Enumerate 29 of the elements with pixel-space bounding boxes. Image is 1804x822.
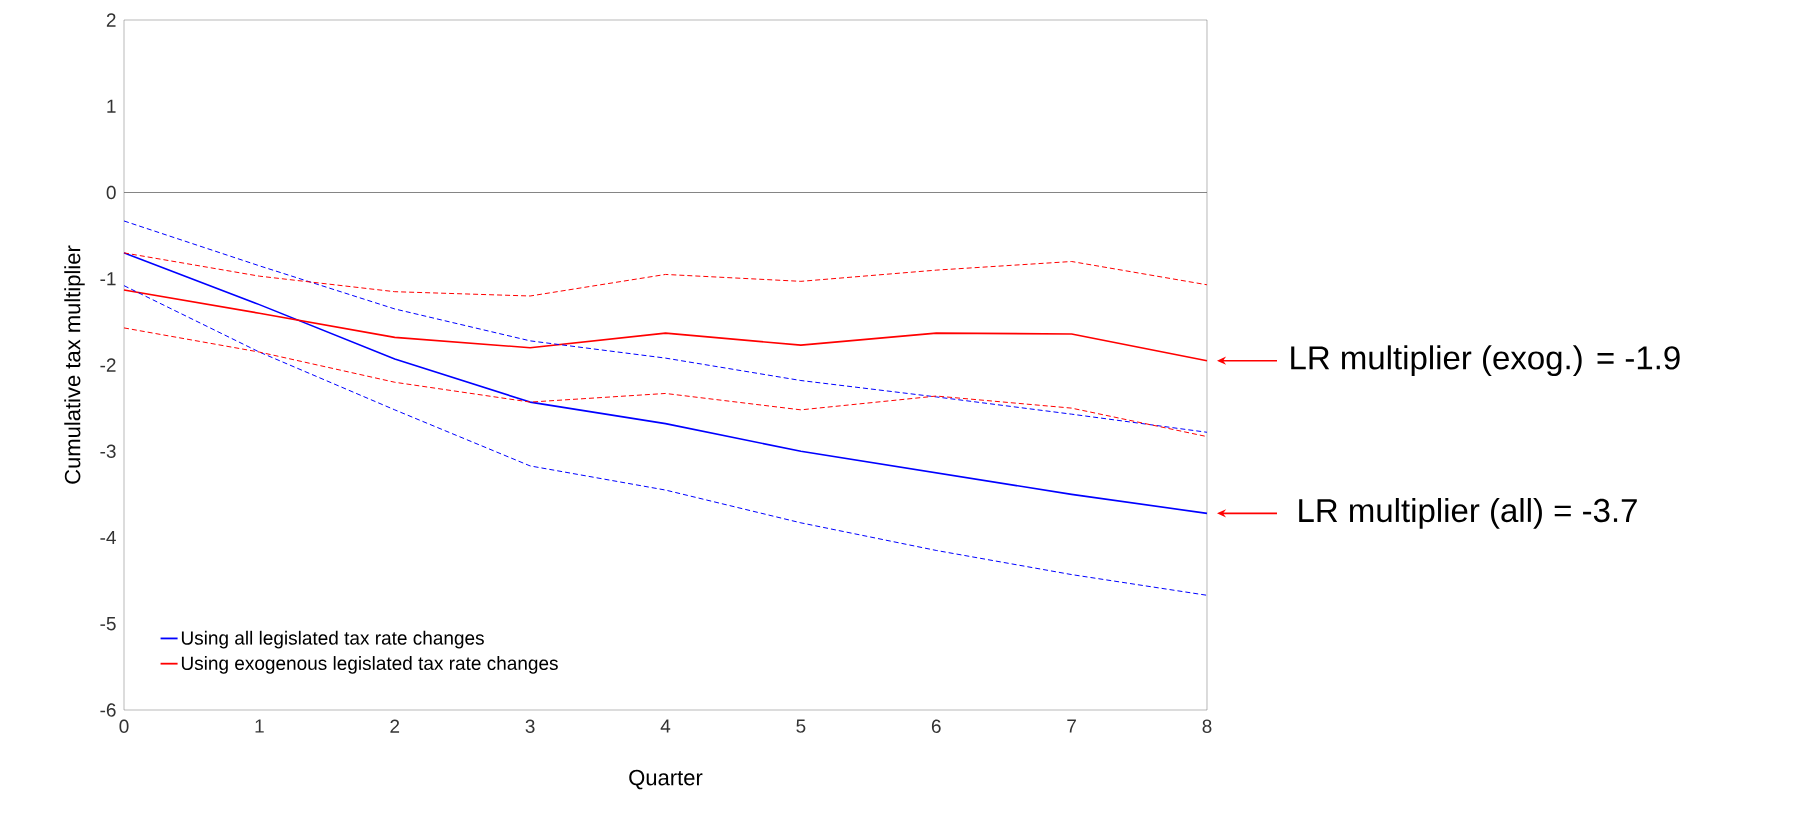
y-tick-label: -6 (100, 703, 116, 717)
y-tick-label: 1 (107, 99, 116, 113)
x-tick-label: 7 (1067, 719, 1076, 733)
y-tick-label: 2 (106, 13, 116, 27)
y-axis-title: Cumulative tax multiplier (64, 245, 85, 484)
y-tick-label: -2 (100, 358, 116, 372)
y-tick-label: -3 (100, 444, 116, 458)
y-tick-label: -5 (100, 617, 116, 631)
x-tick-label: 8 (1202, 719, 1212, 733)
y-tick-label: -1 (100, 272, 116, 286)
annotation: LR multiplier (all) = -3.7 (1299, 497, 1637, 529)
x-tick-label: 1 (255, 719, 264, 733)
x-tick-label: 4 (660, 719, 671, 733)
x-tick-label: 5 (796, 719, 806, 733)
line-series (123, 327, 1208, 438)
x-tick-label: 6 (931, 719, 941, 733)
line-series (123, 220, 1208, 433)
line-series (123, 289, 1208, 362)
y-tick-label: -4 (100, 530, 116, 545)
legend-label: Using all legislated tax rate changes (181, 630, 484, 649)
x-tick-label: 3 (525, 719, 535, 733)
y-tick-label: 0 (106, 185, 116, 200)
line-series (123, 252, 1208, 297)
x-tick-label: 0 (119, 719, 129, 733)
annotation: LR multiplier (exog.) = -1.9 (1291, 345, 1680, 377)
x-tick-label: 2 (390, 719, 400, 733)
x-axis-title: Quarter (629, 769, 703, 790)
legend-label: Using exogenous legislated tax rate changes (181, 656, 558, 674)
line-series (123, 285, 1208, 596)
